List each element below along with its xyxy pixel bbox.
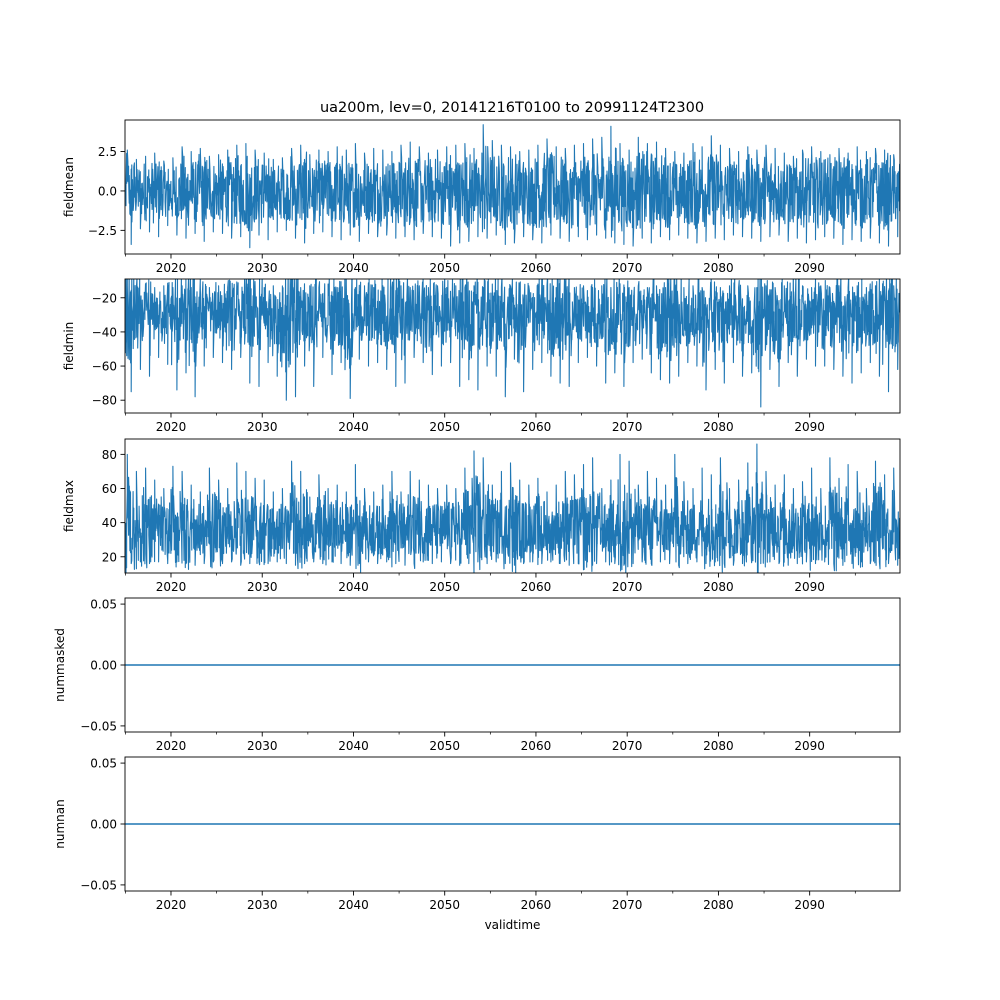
x-tick-label: 2080 (703, 261, 734, 275)
x-tick-label: 2030 (247, 261, 278, 275)
x-tick-label: 2070 (612, 739, 643, 753)
x-tick-label: 2040 (338, 261, 369, 275)
x-tick-label: 2060 (521, 898, 552, 912)
x-tick-label: 2090 (794, 261, 825, 275)
x-tick-label: 2050 (429, 898, 460, 912)
y-tick-label: −80 (92, 394, 117, 408)
series-line-fieldmean (125, 124, 900, 249)
x-tick-label: 2060 (521, 580, 552, 594)
x-tick-label: 2030 (247, 580, 278, 594)
x-tick-label: 2050 (429, 739, 460, 753)
x-tick-label: 2090 (794, 898, 825, 912)
x-tick-label: 2020 (156, 580, 187, 594)
y-axis-label: numnan (53, 799, 67, 848)
x-tick-label: 2070 (612, 261, 643, 275)
y-tick-label: 0.05 (90, 757, 117, 771)
axes-frame-fieldmax (124, 438, 901, 574)
x-tick-label: 2090 (794, 580, 825, 594)
series-line-fieldmax (125, 443, 900, 573)
y-tick-label: −60 (92, 360, 117, 374)
plot-area-fieldmax (125, 443, 900, 573)
y-axis-label: nummasked (53, 628, 67, 702)
x-tick-label: 2060 (521, 739, 552, 753)
subplot-numnan: 2020 2030 2040 2050 2060 2070 2080 2090 −0.05 0.0… (53, 756, 901, 932)
y-tick-label: −2.5 (88, 224, 117, 238)
subplot-fieldmin: 2020 2030 2040 2050 2060 2070 2080 2090 −80 −60 −4… (62, 278, 901, 434)
x-tick-label: 2040 (338, 420, 369, 434)
subplot-nummasked: 2020 2030 2040 2050 2060 2070 2080 2090 −0.05 0.0… (53, 597, 901, 753)
y-tick-label: 2.5 (98, 145, 117, 159)
y-axis-label: fieldmean (62, 157, 76, 217)
y-tick-label: 0.00 (90, 818, 117, 832)
y-tick-label: −0.05 (80, 719, 117, 733)
y-axis-label: fieldmin (62, 322, 76, 371)
x-tick-label: 2070 (612, 580, 643, 594)
series-line-fieldmin (125, 279, 900, 408)
x-tick-label: 2060 (521, 261, 552, 275)
x-tick-label: 2020 (156, 261, 187, 275)
x-tick-label: 2080 (703, 420, 734, 434)
y-tick-label: 20 (102, 550, 117, 564)
y-tick-label: 0.00 (90, 659, 117, 673)
x-tick-label: 2050 (429, 261, 460, 275)
plot-area-fieldmin (125, 279, 900, 408)
x-tick-label: 2070 (612, 420, 643, 434)
x-tick-label: 2040 (338, 739, 369, 753)
y-tick-label: 80 (102, 448, 117, 462)
x-tick-label: 2050 (429, 420, 460, 434)
y-tick-label: 40 (102, 516, 117, 530)
x-axis-label: validtime (485, 918, 541, 932)
x-tick-label: 2090 (794, 420, 825, 434)
plot-area-fieldmean (125, 124, 900, 249)
x-tick-label: 2030 (247, 420, 278, 434)
x-tick-label: 2030 (247, 898, 278, 912)
y-axis-label: fieldmax (62, 480, 76, 532)
x-tick-label: 2030 (247, 739, 278, 753)
x-tick-label: 2090 (794, 739, 825, 753)
figure-title: ua200m, lev=0, 20141216T0100 to 20991124… (320, 100, 704, 116)
x-tick-label: 2080 (703, 739, 734, 753)
x-tick-label: 2020 (156, 898, 187, 912)
y-tick-label: 0.0 (98, 184, 117, 198)
axes-frame-fieldmean (124, 119, 901, 255)
y-tick-label: −0.05 (80, 878, 117, 892)
y-tick-label: 0.05 (90, 598, 117, 612)
subplot-fieldmax: 2020 2030 2040 2050 2060 2070 2080 209020406080… (62, 438, 901, 594)
subplot-fieldmean: 2020 2030 2040 2050 2060 2070 2080 2090 −2.5 0.0 2… (62, 119, 901, 275)
x-tick-label: 2080 (703, 898, 734, 912)
x-tick-label: 2020 (156, 420, 187, 434)
x-tick-label: 2080 (703, 580, 734, 594)
x-tick-label: 2040 (338, 580, 369, 594)
y-tick-label: −40 (92, 325, 117, 339)
x-tick-label: 2060 (521, 420, 552, 434)
x-tick-label: 2040 (338, 898, 369, 912)
x-tick-label: 2050 (429, 580, 460, 594)
x-tick-label: 2020 (156, 739, 187, 753)
axes-frame-fieldmin (124, 278, 901, 414)
y-tick-label: −20 (92, 291, 117, 305)
subplot-stack: 2020 2030 2040 2050 2060 2070 2080 2090−2.50.02… (53, 119, 901, 932)
x-tick-label: 2070 (612, 898, 643, 912)
y-tick-label: 60 (102, 482, 117, 496)
